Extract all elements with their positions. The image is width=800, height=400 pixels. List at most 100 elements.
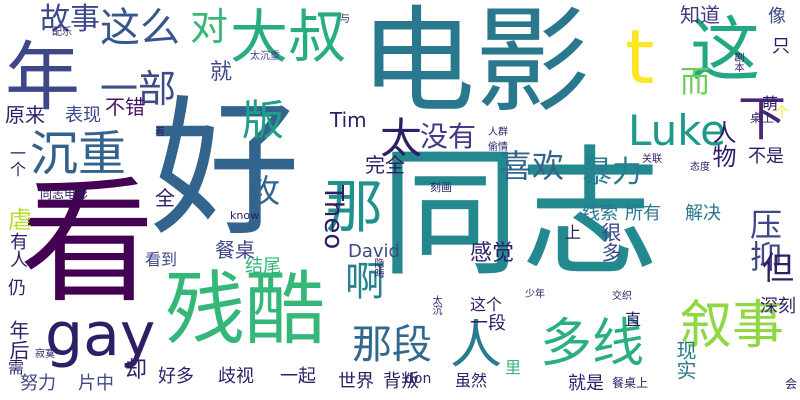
word-攻: 攻 <box>248 172 281 210</box>
word-Theo: Theo <box>318 185 348 250</box>
word-配乐: 配乐 <box>52 27 72 38</box>
word-与: 与 <box>340 14 350 25</box>
word-看到: 看到 <box>145 250 178 269</box>
word-交织: 交织 <box>612 291 632 302</box>
word-Luke: Luke <box>628 106 726 155</box>
word-没有: 没有 <box>420 120 477 153</box>
word-歧视: 歧视 <box>218 366 254 387</box>
word-叙事: 叙事 <box>680 296 785 356</box>
word-虽然: 虽然 <box>455 371 488 390</box>
word-萌: 萌 <box>759 95 778 111</box>
word-看: 看 <box>20 164 155 321</box>
word-好: 好 <box>150 83 301 257</box>
word-残酷: 残酷 <box>165 263 325 356</box>
word-对: 对 <box>190 5 229 49</box>
word-人物: 人物 <box>708 120 736 168</box>
word-虐: 虐 <box>8 206 32 234</box>
word-需: 需 <box>8 358 25 377</box>
word-隐晦: 隐晦 <box>372 258 383 278</box>
word-解决: 解决 <box>685 203 721 224</box>
word-压抑: 压抑 <box>745 208 783 272</box>
word-关联: 关联 <box>642 154 662 165</box>
word-太沉重: 太沉重 <box>250 51 280 62</box>
word-这个: 这个 <box>470 295 503 314</box>
word-就: 就 <box>210 60 233 85</box>
word-这么: 这么 <box>100 5 180 51</box>
word-那段: 那段 <box>352 322 432 368</box>
word-仍: 仍 <box>8 278 26 299</box>
word-同志电影: 同志电影 <box>40 187 89 201</box>
word-年: 年 <box>5 33 81 121</box>
word-喜欢: 喜欢 <box>500 147 565 185</box>
word-深刻: 深刻 <box>760 296 796 317</box>
word-直: 直 <box>625 310 642 329</box>
word-不是: 不是 <box>748 146 784 167</box>
word-don: don <box>405 371 432 387</box>
word-感觉: 感觉 <box>470 241 515 266</box>
word-态度: 态度 <box>690 162 710 173</box>
word-版: 版 <box>242 96 285 145</box>
word-世界: 世界 <box>338 371 374 392</box>
word-下: 下 <box>738 91 787 147</box>
word-一段: 一段 <box>470 313 506 334</box>
word-餐桌: 餐桌 <box>215 238 255 262</box>
word-一起: 一起 <box>280 366 316 387</box>
word-好多: 好多 <box>158 366 194 387</box>
word-那: 那 <box>325 173 384 241</box>
word-一个: 一个 <box>7 145 26 177</box>
word-太沉: 太沉 <box>430 295 441 315</box>
word-不错: 不错 <box>105 95 145 119</box>
word-啊: 啊 <box>345 259 385 305</box>
word-很多: 很多 <box>598 222 622 262</box>
word-完全: 完全 <box>365 153 405 177</box>
word-David: David <box>348 241 400 262</box>
word-剧本: 剧本 <box>732 52 743 72</box>
word-Tim: Tim <box>330 108 367 132</box>
word-餐桌上: 餐桌上 <box>612 376 649 390</box>
word-背叛: 背叛 <box>383 371 419 392</box>
word-线索: 线索 <box>582 203 618 224</box>
word-人: 人 <box>450 316 503 376</box>
word-t: t <box>625 13 655 101</box>
word-就是: 就是 <box>568 373 604 394</box>
word-多线: 多线 <box>540 314 645 374</box>
word-年后: 年后 <box>6 320 30 360</box>
word-原来: 原来 <box>5 103 45 127</box>
word-人群: 人群 <box>488 127 508 138</box>
word-太: 太 <box>380 114 423 163</box>
word-表现: 表现 <box>65 105 101 126</box>
word-只: 只 <box>772 36 790 57</box>
word-同志: 同志 <box>380 133 661 296</box>
word-片中: 片中 <box>78 373 114 394</box>
word-里: 里 <box>505 358 522 377</box>
word-知道: 知道 <box>680 3 720 27</box>
word-努力: 努力 <box>20 373 56 394</box>
word-大叔: 大叔 <box>230 3 347 71</box>
word-少年: 少年 <box>525 289 545 300</box>
word-着: 着 <box>155 127 165 138</box>
word-有人: 有人 <box>7 232 28 268</box>
word-结尾: 结尾 <box>245 256 281 277</box>
word-故事: 故事 <box>40 2 100 37</box>
word-沉重: 沉重 <box>30 126 127 182</box>
word-这: 这 <box>690 9 760 91</box>
word-上: 上 <box>565 223 582 242</box>
word-像: 像 <box>768 6 786 27</box>
word-却: 却 <box>125 358 148 383</box>
word-会: 会 <box>785 377 798 391</box>
word-所有: 所有 <box>625 203 661 224</box>
word-而: 而 <box>680 65 710 100</box>
word-个: 个 <box>775 105 789 121</box>
word-电影: 电影 <box>360 0 591 129</box>
word-全: 全 <box>155 186 175 210</box>
word-寂寞: 寂寞 <box>35 349 55 360</box>
word-偷情: 偷情 <box>488 142 508 153</box>
word-know: know <box>230 209 260 222</box>
word-gay: gay <box>45 300 156 370</box>
word-但: 但 <box>762 249 795 287</box>
word-刻画: 刻画 <box>430 181 452 194</box>
word-现实: 现实 <box>673 340 697 380</box>
word-暴力: 暴力 <box>582 155 642 190</box>
word-一部: 一部 <box>100 67 177 111</box>
